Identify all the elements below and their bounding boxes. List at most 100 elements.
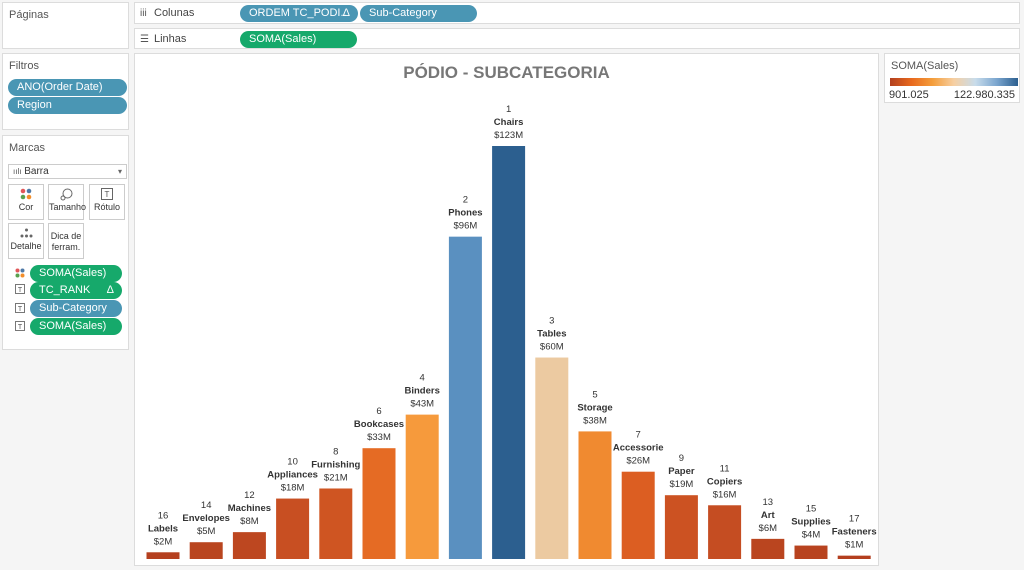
bar-art[interactable] [751, 538, 785, 559]
bar-appliances[interactable] [276, 498, 310, 559]
filters-panel-title: Filtros [9, 60, 39, 72]
legend-title: SOMA(Sales) [891, 60, 959, 72]
size-button-label: Tamanho [49, 202, 87, 212]
color-button[interactable]: Cor [8, 184, 44, 220]
bar-value-label: $26M [626, 456, 650, 467]
bar-bookcases[interactable] [362, 448, 396, 559]
bar-binders[interactable] [405, 414, 439, 559]
bar-rank-label: 10 [287, 457, 298, 468]
bar-phones[interactable] [448, 236, 482, 559]
filters-panel: Filtros ANO(Order Date) Region [2, 53, 129, 130]
detail-button-label: Detalhe [10, 241, 42, 251]
bar-rank-label: 6 [376, 406, 381, 417]
bar-furnishing[interactable] [319, 488, 353, 559]
bar-category-label: Paper [668, 466, 695, 477]
bar-category-label: Phones [448, 208, 482, 219]
bar-category-label: Storage [577, 402, 612, 413]
legend-color-ramp[interactable] [890, 78, 1018, 86]
bar-value-label: $4M [802, 530, 821, 541]
bar-paper[interactable] [664, 495, 698, 559]
chart-title: PÓDIO - SUBCATEGORIA [403, 63, 610, 82]
bar-category-label: Appliances [267, 470, 318, 481]
mark-field-sales-label[interactable]: SOMA(Sales) [30, 318, 122, 335]
row-pill-sales[interactable]: SOMA(Sales) [240, 31, 357, 48]
filter-pill-order-date-year[interactable]: ANO(Order Date) [8, 79, 127, 96]
mark-field-label: SOMA(Sales) [39, 320, 107, 332]
bar-copiers[interactable] [708, 505, 742, 559]
marks-panel: Marcas ıılı Barra ▾ Cor Tamanho T Rótulo… [2, 135, 129, 350]
bar-tables[interactable] [535, 357, 569, 559]
label-button-label: Rótulo [93, 202, 120, 212]
bar-rank-label: 7 [636, 430, 641, 441]
detail-button[interactable]: Detalhe [8, 223, 44, 259]
bar-value-label: $1M [845, 540, 864, 551]
text-icon: T [15, 303, 25, 315]
bar-value-label: $18M [281, 483, 305, 494]
bar-value-label: $16M [713, 489, 737, 500]
mark-field-tc-rank[interactable]: TC_RANK Δ [30, 282, 122, 299]
color-dots-icon [15, 268, 25, 280]
bar-labels[interactable] [146, 552, 180, 559]
rows-shelf: ☰ Linhas SOMA(Sales) [134, 28, 1020, 49]
bar-chart-icon: ıılı [13, 167, 22, 176]
bar-envelopes[interactable] [189, 542, 223, 559]
legend-min-label: 901.025 [889, 89, 929, 101]
delta-icon: Δ [342, 7, 350, 19]
bar-accessorie[interactable] [621, 471, 655, 559]
text-icon: T [15, 321, 25, 333]
text-icon: T [90, 188, 124, 202]
bar-category-label: Bookcases [354, 419, 404, 430]
color-legend: SOMA(Sales) 901.025 122.980.335 [884, 53, 1020, 103]
columns-shelf-label: iii Colunas [140, 7, 195, 19]
chevron-down-icon: ▾ [117, 167, 122, 176]
bar-supplies[interactable] [794, 545, 828, 559]
tooltip-button[interactable]: Dica de ferram. [48, 223, 84, 259]
bar-value-label: $6M [759, 523, 778, 534]
mark-field-sub-category[interactable]: Sub-Category [30, 300, 122, 317]
bar-category-label: Art [761, 510, 776, 521]
bar-storage[interactable] [578, 431, 612, 559]
bar-category-label: Accessorie [613, 443, 664, 454]
mark-type-value: Barra [24, 166, 49, 177]
bar-value-label: $2M [154, 536, 173, 547]
bar-category-label: Furnishing [311, 459, 360, 470]
bar-rank-label: 3 [549, 316, 554, 327]
filter-pill-region[interactable]: Region [8, 97, 127, 114]
bar-chairs[interactable] [492, 146, 526, 559]
columns-shelf: iii Colunas ORDEM TC_PODI.. Δ Sub-Categor… [134, 2, 1020, 24]
columns-icon: iii [140, 8, 147, 19]
bar-machines[interactable] [232, 532, 266, 559]
color-dots-icon [9, 188, 43, 202]
tooltip-button-label: Dica de ferram. [50, 231, 82, 252]
size-icon [49, 188, 83, 202]
svg-text:T: T [18, 287, 23, 294]
bar-rank-label: 11 [720, 463, 730, 474]
column-pill-sub-category[interactable]: Sub-Category [360, 5, 477, 22]
bar-category-label: Labels [148, 523, 178, 534]
mark-type-dropdown[interactable]: ıılı Barra ▾ [8, 164, 127, 179]
bar-category-label: Fasteners [832, 527, 877, 538]
bar-rank-label: 2 [463, 195, 468, 206]
bar-category-label: Supplies [791, 517, 831, 528]
bar-value-label: $123M [494, 130, 523, 141]
bar-rank-label: 4 [420, 373, 425, 384]
column-pill-ordem-tc-podio[interactable]: ORDEM TC_PODI.. Δ [240, 5, 358, 22]
chart-area: PÓDIO - SUBCATEGORIA 16 Labels $2M 14 Envelo… [134, 53, 879, 566]
size-button[interactable]: Tamanho [48, 184, 87, 220]
bar-rank-label: 1 [506, 104, 511, 115]
color-button-label: Cor [18, 202, 34, 212]
bar-rank-label: 9 [679, 453, 684, 464]
bar-rank-label: 5 [592, 389, 597, 400]
mark-field-sales-color[interactable]: SOMA(Sales) [30, 265, 122, 282]
bar-value-label: $43M [410, 399, 434, 410]
label-button[interactable]: T Rótulo [89, 184, 125, 220]
bar-chart: 16Labels$2M14Envelopes$5M12Machines$8M10… [146, 104, 877, 559]
svg-text:T: T [18, 324, 23, 331]
bar-fasteners[interactable] [837, 555, 871, 559]
bar-value-label: $96M [454, 221, 478, 232]
bar-category-label: Envelopes [182, 513, 230, 524]
pages-panel: Páginas [2, 2, 129, 49]
bar-value-label: $33M [367, 432, 391, 443]
svg-text:T: T [105, 190, 110, 199]
bar-value-label: $60M [540, 342, 564, 353]
